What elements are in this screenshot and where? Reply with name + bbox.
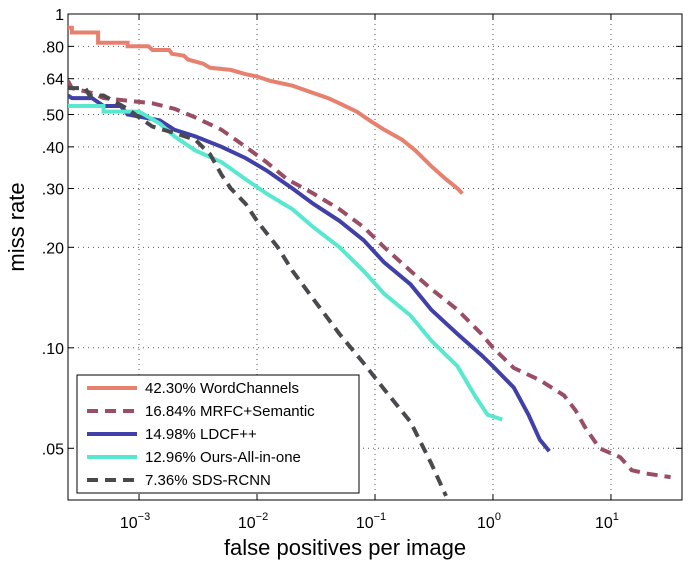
series-layer	[68, 25, 671, 497]
x-tick-label: 101	[595, 511, 619, 532]
x-tick-exponent: 0	[495, 511, 501, 523]
x-tick-base: 10	[120, 515, 138, 532]
x-tick-label: 10−2	[238, 511, 268, 532]
legend: 42.30% WordChannels 16.84% MRFC+Semantic 1…	[76, 374, 360, 494]
axis-ticks: 10−3 10−2 10−1 100 1011.80.64.50.40.30.20.10…	[42, 7, 682, 532]
y-tick-label: .40	[42, 140, 64, 157]
y-axis-label: miss rate	[4, 182, 29, 271]
series-line-3	[68, 104, 503, 422]
x-axis-label: false positives per image	[224, 535, 466, 560]
legend-entry: 12.96% Ours-All-in-one	[145, 449, 301, 466]
y-tick-label: .20	[42, 240, 64, 257]
x-tick-base: 10	[477, 515, 495, 532]
x-tick-exponent: −3	[138, 511, 151, 523]
y-tick-label: 1	[55, 7, 64, 24]
legend-entry: 14.98% LDCF++	[145, 426, 257, 443]
y-tick-label: .64	[42, 72, 64, 89]
x-tick-label: 100	[477, 511, 501, 532]
x-tick-base: 10	[356, 515, 374, 532]
legend-entry: 7.36% SDS-RCNN	[145, 472, 271, 489]
y-tick-label: .50	[42, 107, 64, 124]
x-tick-exponent: −2	[256, 511, 269, 523]
y-tick-label: .80	[42, 39, 64, 56]
x-tick-label: 10−1	[356, 511, 386, 532]
x-tick-label: 10−3	[120, 511, 150, 532]
x-tick-base: 10	[238, 515, 256, 532]
y-tick-label: .10	[42, 341, 64, 358]
y-tick-label: .05	[42, 441, 64, 458]
x-tick-exponent: 1	[613, 511, 619, 523]
x-tick-exponent: −1	[374, 511, 387, 523]
legend-entry: 16.84% MRFC+Semantic	[145, 403, 315, 420]
y-tick-label: .30	[42, 182, 64, 199]
x-tick-base: 10	[595, 515, 613, 532]
series-line-1	[68, 80, 671, 480]
legend-entry: 42.30% WordChannels	[145, 380, 299, 397]
series-line-0	[68, 25, 464, 195]
